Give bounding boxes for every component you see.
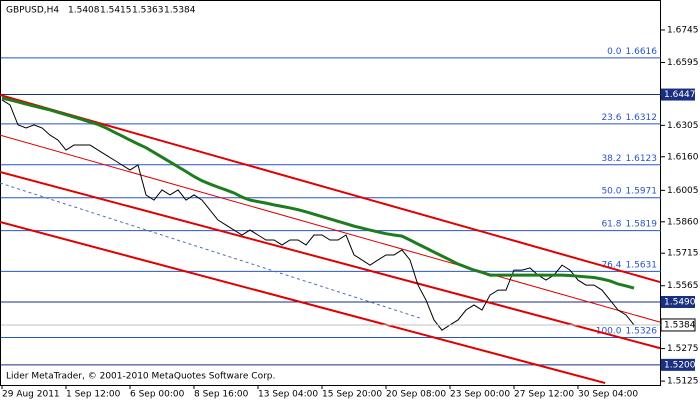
y-tick-label: 1.5860: [667, 217, 699, 227]
y-tick-label: 1.6305: [667, 121, 699, 131]
fib-label: 23.6 1.6312: [601, 112, 657, 122]
trend-line: [0, 134, 661, 323]
plot-frame: [0, 0, 661, 386]
x-tick-label: 20 Sep 08:00: [386, 390, 446, 400]
x-tick-label: 23 Sep 00:00: [450, 390, 510, 400]
h-line-box: [661, 358, 695, 371]
trend-line: [0, 182, 421, 319]
fib-level: 38.2: [601, 153, 621, 163]
current-price-label: 1.5384: [664, 320, 696, 330]
x-tick-label: 1 Sep 12:00: [66, 390, 121, 400]
trend-line: [0, 170, 661, 350]
current-price-box: [660, 318, 696, 332]
close: 1.5384: [164, 6, 196, 16]
y-tick-label: 1.5715: [667, 249, 699, 259]
high: 1.5415: [100, 6, 132, 16]
fib-price: 1.5326: [626, 326, 658, 336]
x-tick-label: 13 Sep 04:00: [258, 390, 318, 400]
y-tick-label: 1.6160: [667, 152, 699, 162]
price-line: [1, 96, 635, 290]
trend-line: [0, 94, 661, 284]
x-tick-label: 29 Aug 2011: [2, 390, 60, 400]
fib-level: 100.0: [596, 326, 622, 336]
h-line-box: [661, 88, 695, 101]
fib-label: 61.8 1.5819: [601, 219, 657, 229]
h-line-label: 1.6447: [664, 90, 696, 100]
y-tick-label: 1.5275: [667, 344, 699, 354]
price-line: [1, 99, 635, 331]
footer: Lider MetaTrader, © 2001-2010 MetaQuotes…: [6, 372, 275, 382]
fib-price: 1.6312: [626, 112, 658, 122]
y-tick-label: 1.6745: [667, 25, 699, 35]
x-tick-label: 27 Sep 12:00: [514, 390, 574, 400]
y-tick-label: 1.5565: [667, 281, 699, 291]
x-tick-label: 15 Sep 20:00: [322, 390, 382, 400]
open: 1.5408: [68, 6, 100, 16]
h-line-label: 1.5490: [664, 297, 696, 307]
symbol: GBPUSD,H4: [6, 6, 59, 16]
fib-label: 100.0 1.5326: [596, 326, 658, 336]
fib-price: 1.6616: [626, 46, 658, 56]
fib-label: 50.0 1.5971: [601, 186, 657, 196]
h-line-label: 1.5200: [664, 360, 696, 370]
fib-level: 61.8: [601, 219, 621, 229]
trend-line: [0, 221, 606, 385]
fib-label: 76.4 1.5631: [601, 260, 657, 270]
y-tick-label: 1.5125: [667, 377, 699, 387]
low: 1.5363: [132, 6, 164, 16]
fib-price: 1.5971: [626, 186, 658, 196]
fib-price: 1.6123: [626, 153, 658, 163]
fib-price: 1.5631: [626, 260, 658, 270]
fib-label: 38.2 1.6123: [601, 153, 657, 163]
x-tick-label: 30 Sep 04:00: [578, 390, 638, 400]
y-tick-label: 1.6005: [667, 186, 699, 196]
y-tick-label: 1.6595: [667, 58, 699, 68]
fib-level: 23.6: [601, 112, 621, 122]
fib-level: 0.0: [607, 46, 622, 56]
fib-level: 76.4: [601, 260, 621, 270]
fib-level: 50.0: [601, 186, 621, 196]
fib-price: 1.5819: [626, 219, 658, 229]
h-line-box: [661, 295, 695, 308]
x-tick-label: 6 Sep 00:00: [130, 390, 185, 400]
fib-label: 0.0 1.6616: [607, 46, 657, 56]
x-tick-label: 8 Sep 16:00: [194, 390, 249, 400]
